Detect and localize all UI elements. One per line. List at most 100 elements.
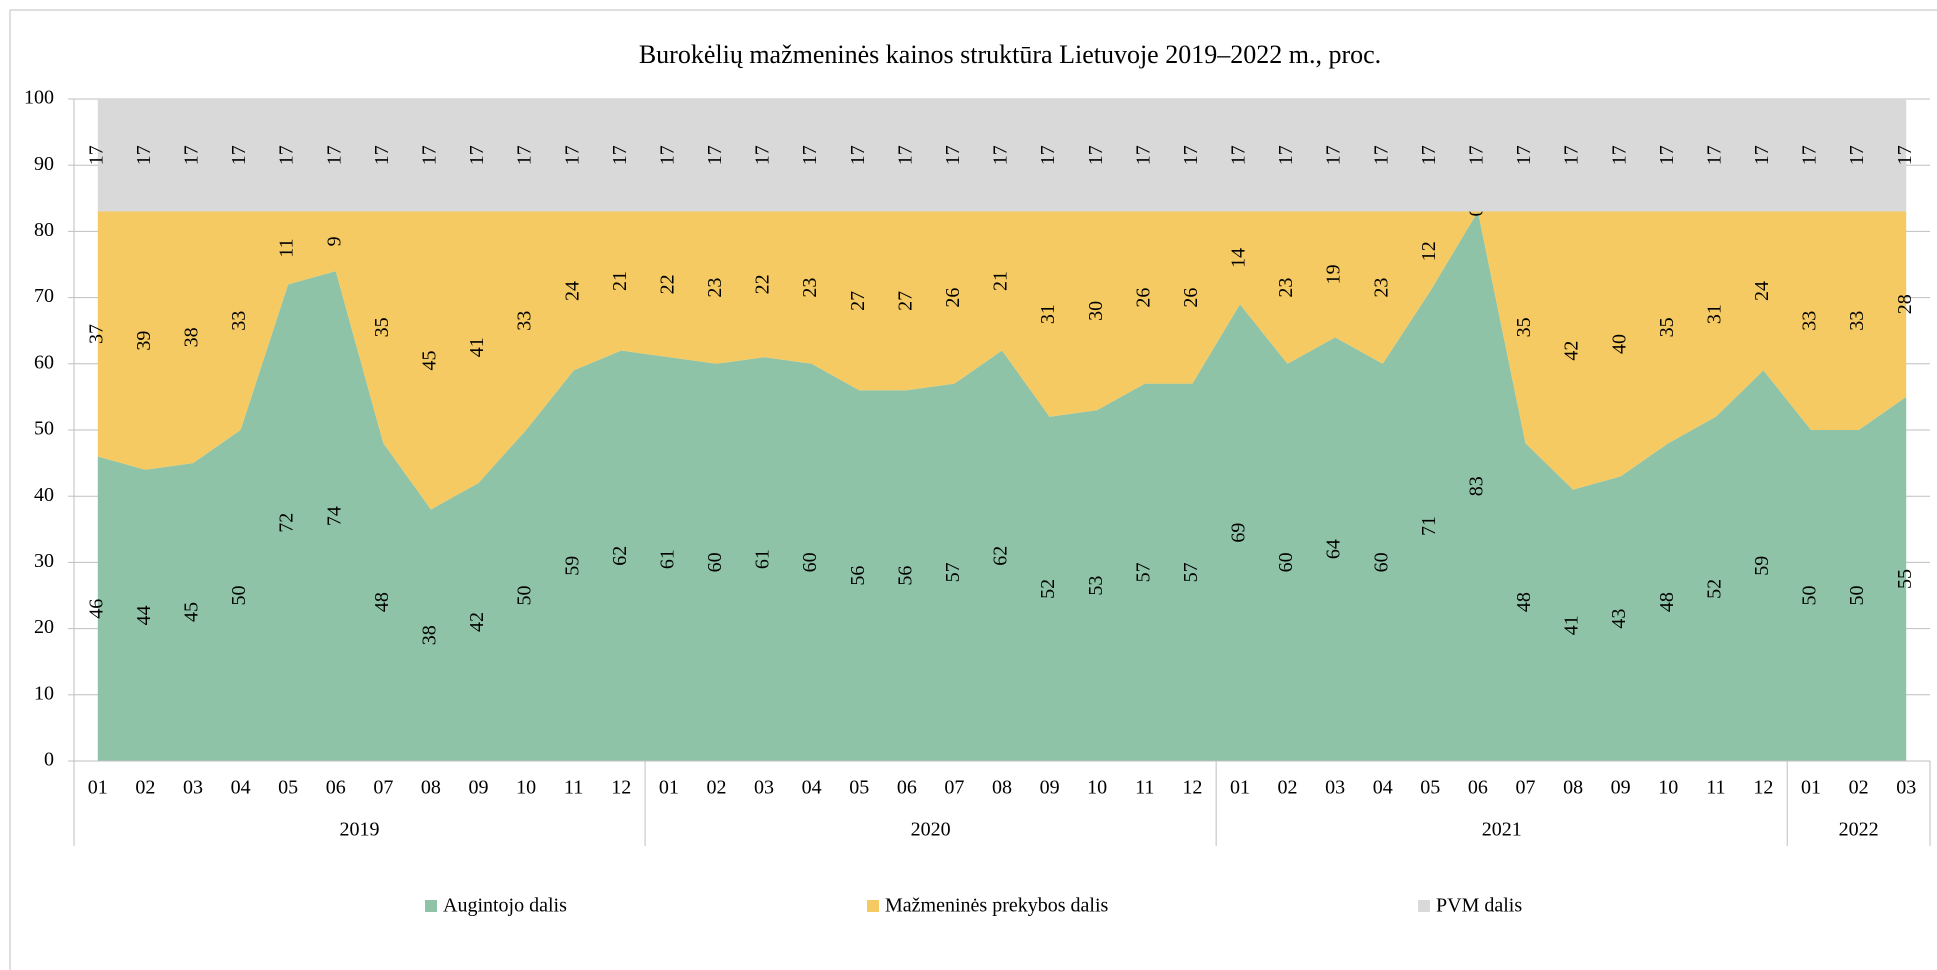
- data-label: 45: [419, 350, 441, 370]
- data-label: 83: [1465, 476, 1487, 496]
- data-label: 11: [276, 238, 298, 257]
- x-tick-label: 09: [469, 777, 489, 799]
- data-label: 52: [1037, 579, 1059, 599]
- data-label: 14: [1228, 248, 1250, 268]
- x-tick-label: 09: [1040, 777, 1060, 799]
- legend-swatch: [867, 900, 879, 912]
- x-tick-label: 06: [897, 777, 917, 799]
- data-label: 17: [990, 145, 1012, 165]
- data-label: 22: [656, 274, 678, 294]
- data-label: 17: [371, 145, 393, 165]
- area: [97, 211, 1907, 510]
- data-label: 39: [133, 331, 155, 351]
- y-tick-label: 40: [34, 484, 54, 506]
- x-tick-label: 01: [1801, 777, 1821, 799]
- data-label: 59: [1751, 556, 1773, 576]
- data-label: 19: [1323, 264, 1345, 284]
- data-label: 23: [1370, 278, 1392, 298]
- data-label: 43: [1608, 609, 1630, 629]
- data-label: 27: [894, 291, 916, 311]
- data-label: 33: [1799, 311, 1821, 331]
- data-label: 41: [1561, 615, 1583, 635]
- x-tick-label: 12: [611, 777, 631, 799]
- data-label: 50: [228, 586, 250, 606]
- data-label: 24: [561, 281, 583, 301]
- data-label: 56: [894, 566, 916, 586]
- data-label: 28: [1894, 294, 1916, 314]
- x-tick-label: 03: [754, 777, 774, 799]
- data-label: 17: [181, 145, 203, 165]
- x-tick-label: 08: [992, 777, 1012, 799]
- data-label: 61: [656, 549, 678, 569]
- y-tick-label: 70: [34, 285, 54, 307]
- data-label: 50: [1846, 586, 1868, 606]
- year-label: 2021: [1482, 819, 1522, 841]
- x-tick-label: 02: [135, 777, 155, 799]
- data-label: 48: [1513, 592, 1535, 612]
- data-label: 35: [371, 317, 393, 337]
- x-tick-label: 02: [1278, 777, 1298, 799]
- data-label: 69: [1228, 523, 1250, 543]
- data-label: 71: [1418, 516, 1440, 536]
- data-label: 17: [133, 145, 155, 165]
- data-label: 17: [942, 145, 964, 165]
- data-label: 17: [228, 145, 250, 165]
- y-tick-label: 10: [34, 682, 54, 704]
- data-label: 17: [1418, 145, 1440, 165]
- data-label: 17: [799, 145, 821, 165]
- y-tick-label: 60: [34, 351, 54, 373]
- x-tick-label: 03: [1896, 777, 1916, 799]
- data-label: 17: [419, 145, 441, 165]
- data-label: 17: [1513, 145, 1535, 165]
- data-label: 53: [1085, 576, 1107, 596]
- x-tick-label: 02: [1849, 777, 1869, 799]
- x-tick-label: 05: [1420, 777, 1440, 799]
- data-label: 57: [942, 562, 964, 582]
- legend-label: PVM dalis: [1436, 895, 1522, 917]
- data-label: 46: [85, 599, 107, 619]
- data-label: 17: [847, 145, 869, 165]
- data-label: 64: [1323, 539, 1345, 559]
- data-label: 17: [514, 145, 536, 165]
- area: [97, 211, 1907, 762]
- x-tick-label: 04: [231, 777, 251, 799]
- data-label: 42: [1561, 341, 1583, 361]
- x-tick-label: 04: [802, 777, 822, 799]
- data-label: 17: [752, 145, 774, 165]
- data-label: 17: [323, 145, 345, 165]
- data-label: 50: [514, 586, 536, 606]
- data-label: 62: [990, 546, 1012, 566]
- data-label: 17: [85, 145, 107, 165]
- data-label: 26: [942, 288, 964, 308]
- x-tick-label: 11: [1706, 777, 1725, 799]
- y-tick-label: 50: [34, 418, 54, 440]
- x-tick-label: 11: [564, 777, 583, 799]
- x-tick-label: 01: [88, 777, 108, 799]
- x-tick-label: 08: [421, 777, 441, 799]
- data-label: 50: [1799, 586, 1821, 606]
- data-label: 17: [1037, 145, 1059, 165]
- data-label: 42: [466, 612, 488, 632]
- data-label: 30: [1085, 301, 1107, 321]
- data-label: 45: [181, 602, 203, 622]
- data-label: 38: [419, 625, 441, 645]
- data-label: 74: [323, 506, 345, 526]
- chart-frame: [9, 9, 1937, 970]
- y-tick-label: 0: [44, 749, 54, 771]
- data-label: 23: [799, 278, 821, 298]
- data-label: 52: [1703, 579, 1725, 599]
- year-label: 2020: [911, 819, 951, 841]
- data-label: 17: [1561, 145, 1583, 165]
- data-label: 23: [1275, 278, 1297, 298]
- data-label: 17: [1751, 145, 1773, 165]
- legend-swatch: [425, 900, 437, 912]
- data-label: 33: [1846, 311, 1868, 331]
- data-label: 12: [1418, 241, 1440, 261]
- data-label: 57: [1132, 562, 1154, 582]
- data-label: 33: [514, 311, 536, 331]
- area: [97, 99, 1907, 212]
- data-label: 21: [609, 271, 631, 291]
- data-label: 60: [704, 552, 726, 572]
- data-label: 26: [1180, 288, 1202, 308]
- x-tick-label: 10: [1087, 777, 1107, 799]
